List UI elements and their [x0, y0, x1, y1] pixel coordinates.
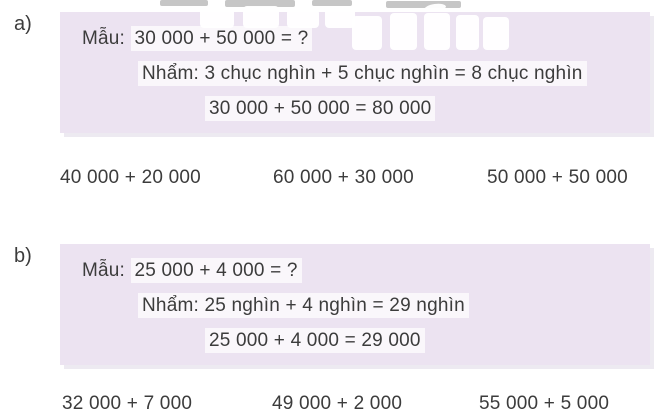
- example-b-mau-label: Mẫu:: [82, 260, 126, 281]
- watermark-blob: [243, 6, 279, 28]
- example-a-mau-label: Mẫu:: [82, 28, 126, 49]
- scan-smudge: [225, 0, 295, 7]
- example-box-b: Mẫu: 25 000 + 4 000 = ? Nhẩm: 25 nghìn +…: [60, 244, 650, 365]
- exercise-a3: 50 000 + 50 000: [487, 167, 628, 188]
- watermark-blob: [390, 13, 417, 50]
- example-a-result: 30 000 + 50 000 = 80 000: [205, 96, 436, 121]
- scan-smudge: [386, 1, 461, 8]
- example-b-line1: Mẫu: 25 000 + 4 000 = ?: [82, 258, 302, 283]
- example-b-line2: Nhẩm: 25 nghìn + 4 nghìn = 29 nghìn: [138, 293, 469, 318]
- watermark-blob: [287, 9, 319, 28]
- watermark-blob: [200, 8, 234, 28]
- watermark-blob: [424, 13, 450, 50]
- watermark-blob: [456, 15, 479, 50]
- watermark-blob: [352, 16, 382, 50]
- example-a-line1: Mẫu: 30 000 + 50 000 = ?: [82, 26, 313, 51]
- example-a-line3: 30 000 + 50 000 = 80 000: [205, 96, 436, 121]
- example-a-mental-step: Nhẩm: 3 chục nghìn + 5 chục nghìn = 8 ch…: [138, 61, 587, 86]
- exercise-a1: 40 000 + 20 000: [60, 167, 201, 188]
- scan-smudge: [160, 0, 208, 6]
- scan-smudge: [312, 0, 352, 6]
- section-b-label: b): [14, 245, 32, 267]
- example-b-problem: 25 000 + 4 000 = ?: [130, 258, 302, 283]
- example-b-line3: 25 000 + 4 000 = 29 000: [205, 328, 425, 353]
- section-a-label: a): [14, 13, 32, 35]
- exercise-b2: 49 000 + 2 000: [272, 393, 403, 414]
- example-a-line2: Nhẩm: 3 chục nghìn + 5 chục nghìn = 8 ch…: [138, 61, 587, 86]
- example-b-result: 25 000 + 4 000 = 29 000: [205, 328, 425, 353]
- exercise-b1: 32 000 + 7 000: [62, 393, 193, 414]
- example-b-mental-step: Nhẩm: 25 nghìn + 4 nghìn = 29 nghìn: [138, 293, 469, 318]
- example-a-problem: 30 000 + 50 000 = ?: [130, 26, 313, 51]
- exercise-b3: 55 000 + 5 000: [479, 393, 610, 414]
- watermark-blob: [483, 17, 509, 50]
- exercise-a2: 60 000 + 30 000: [273, 167, 414, 188]
- watermark-blob: [325, 7, 355, 28]
